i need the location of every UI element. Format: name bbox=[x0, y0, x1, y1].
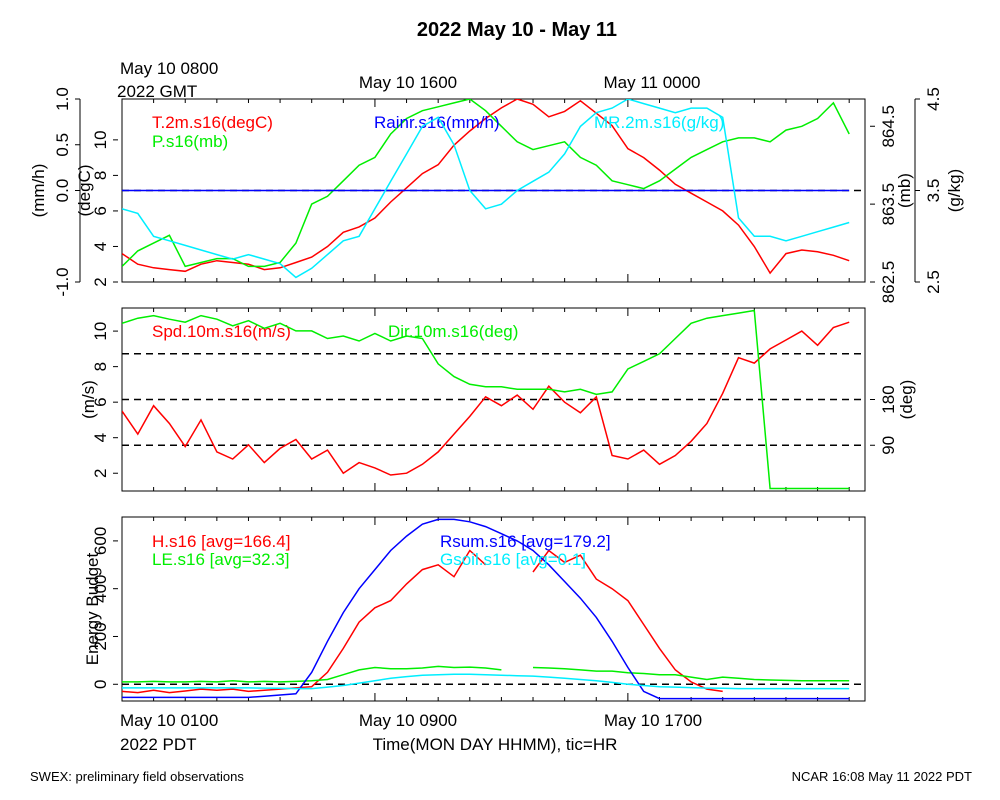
legend-entry: Gsoil.s16 [avg=0.1] bbox=[440, 550, 586, 569]
y-tick-label: 1.0 bbox=[53, 87, 72, 111]
y-tick-label: 0.0 bbox=[53, 179, 72, 203]
series-line-rsum bbox=[122, 518, 850, 700]
legend-entry: MR.2m.s16(g/kg) bbox=[594, 113, 724, 132]
y-tick-label: 180 bbox=[879, 385, 898, 413]
legend-entry: Spd.10m.s16(m/s) bbox=[152, 322, 291, 341]
y-axis-label: (g/kg) bbox=[945, 169, 964, 212]
plot-frame bbox=[121, 516, 866, 702]
y-axis-label: (degC) bbox=[75, 165, 94, 217]
legend-entry: P.s16(mb) bbox=[152, 132, 228, 151]
legend-entry: Rsum.s16 [avg=179.2] bbox=[440, 532, 611, 551]
chart-title: 2022 May 10 - May 11 bbox=[417, 19, 617, 41]
y-axis-label: (mm/h) bbox=[29, 164, 48, 218]
y-tick-label: 4 bbox=[91, 242, 110, 251]
y-tick-label: 3.5 bbox=[924, 179, 943, 203]
y-axis-label: (m/s) bbox=[79, 380, 98, 419]
series-line-mr bbox=[122, 99, 850, 279]
panel-top: -1.0 0.0 0.5 1.0 (mm/h) 2 4 6 8 10 (degC) 862.5 863.… bbox=[29, 87, 964, 303]
y-tick-label: -1.0 bbox=[53, 267, 72, 296]
footer-right: NCAR 16:08 May 11 2022 PDT bbox=[792, 769, 972, 784]
legend-entry: T.2m.s16(degC) bbox=[152, 113, 273, 132]
y-tick-label: 6 bbox=[91, 397, 110, 406]
y-axis-spd: 2 4 6 8 10 (m/s) bbox=[79, 322, 118, 478]
bottom-axis-tick-label: May 10 0900 bbox=[359, 711, 457, 730]
y-axis-label: Energy Budget bbox=[83, 552, 102, 665]
y-tick-label: 2 bbox=[91, 468, 110, 477]
y-axis-label: (mb) bbox=[895, 173, 914, 208]
y-tick-label: 4.5 bbox=[924, 87, 943, 111]
y-tick-label: 2.5 bbox=[924, 270, 943, 294]
y-tick-label: 200 bbox=[91, 622, 110, 650]
y-tick-label: 4 bbox=[91, 433, 110, 442]
y-axis-mr: 2.5 3.5 4.5 (g/kg) bbox=[914, 87, 964, 294]
y-axis-label: (deg) bbox=[897, 380, 916, 420]
legend-entry: H.s16 [avg=166.4] bbox=[152, 532, 290, 551]
y-tick-label: 0 bbox=[91, 680, 110, 689]
y-tick-label: 600 bbox=[91, 527, 110, 555]
top-axis-start-label-line2: 2022 GMT bbox=[117, 82, 197, 101]
y-tick-label: 400 bbox=[91, 575, 110, 603]
y-tick-label: 8 bbox=[91, 171, 110, 180]
x-axis-label: Time(MON DAY HHMM), tic=HR bbox=[373, 735, 618, 754]
y-tick-label: 2 bbox=[91, 277, 110, 286]
y-tick-label: 863.5 bbox=[879, 183, 898, 226]
plot-panels: -1.00.00.51.0(mm/h)246810(degC)862.5863.… bbox=[29, 87, 964, 702]
series-line-h bbox=[122, 549, 723, 694]
bottom-axis-start-label-line1: May 10 0100 bbox=[120, 711, 218, 730]
y-axis-rain: -1.0 0.0 0.5 1.0 (mm/h) bbox=[29, 87, 81, 297]
series-line-le bbox=[122, 665, 850, 683]
legend-entry: LE.s16 [avg=32.3] bbox=[152, 550, 290, 569]
y-tick-label: 10 bbox=[91, 322, 110, 341]
series-line-dir bbox=[122, 309, 850, 490]
bottom-axis-tick-label: May 10 1700 bbox=[604, 711, 702, 730]
y-axis-temp: 2 4 6 8 10 (degC) bbox=[75, 130, 118, 287]
y-axis-pres: 862.5 863.5 864.5 (mb) bbox=[870, 105, 914, 303]
y-tick-label: 864.5 bbox=[879, 105, 898, 148]
top-axis-tick-label: May 11 0000 bbox=[603, 73, 700, 92]
series-line-spd bbox=[122, 321, 850, 476]
series-line-p bbox=[122, 99, 850, 268]
legend-entry: Rainr.s16(mm/h) bbox=[374, 113, 500, 132]
y-tick-label: 10 bbox=[91, 130, 110, 149]
y-tick-label: 862.5 bbox=[879, 261, 898, 304]
top-axis-start-label-line1: May 10 0800 bbox=[120, 59, 218, 78]
y-tick-label: 0.5 bbox=[53, 133, 72, 157]
y-axis-dir: 90 180 (deg) bbox=[870, 380, 916, 455]
y-tick-label: 8 bbox=[91, 362, 110, 371]
y-tick-label: 6 bbox=[91, 206, 110, 215]
legend-entry: Dir.10m.s16(deg) bbox=[388, 322, 518, 341]
y-axis-energy: 0 200 400 600 bbox=[91, 527, 118, 689]
panel-middle: 2 4 6 8 10 (m/s) 90 180 (deg) Spd.10m.s16(m/s) Dir… bbox=[79, 307, 916, 492]
bottom-axis-start-label-line2: 2022 PDT bbox=[120, 735, 197, 754]
top-axis-tick-label: May 10 1600 bbox=[359, 73, 457, 92]
series-line-gsoil bbox=[122, 673, 850, 690]
footer-left: SWEX: preliminary field observations bbox=[30, 769, 244, 784]
y-tick-label: 90 bbox=[879, 436, 898, 455]
